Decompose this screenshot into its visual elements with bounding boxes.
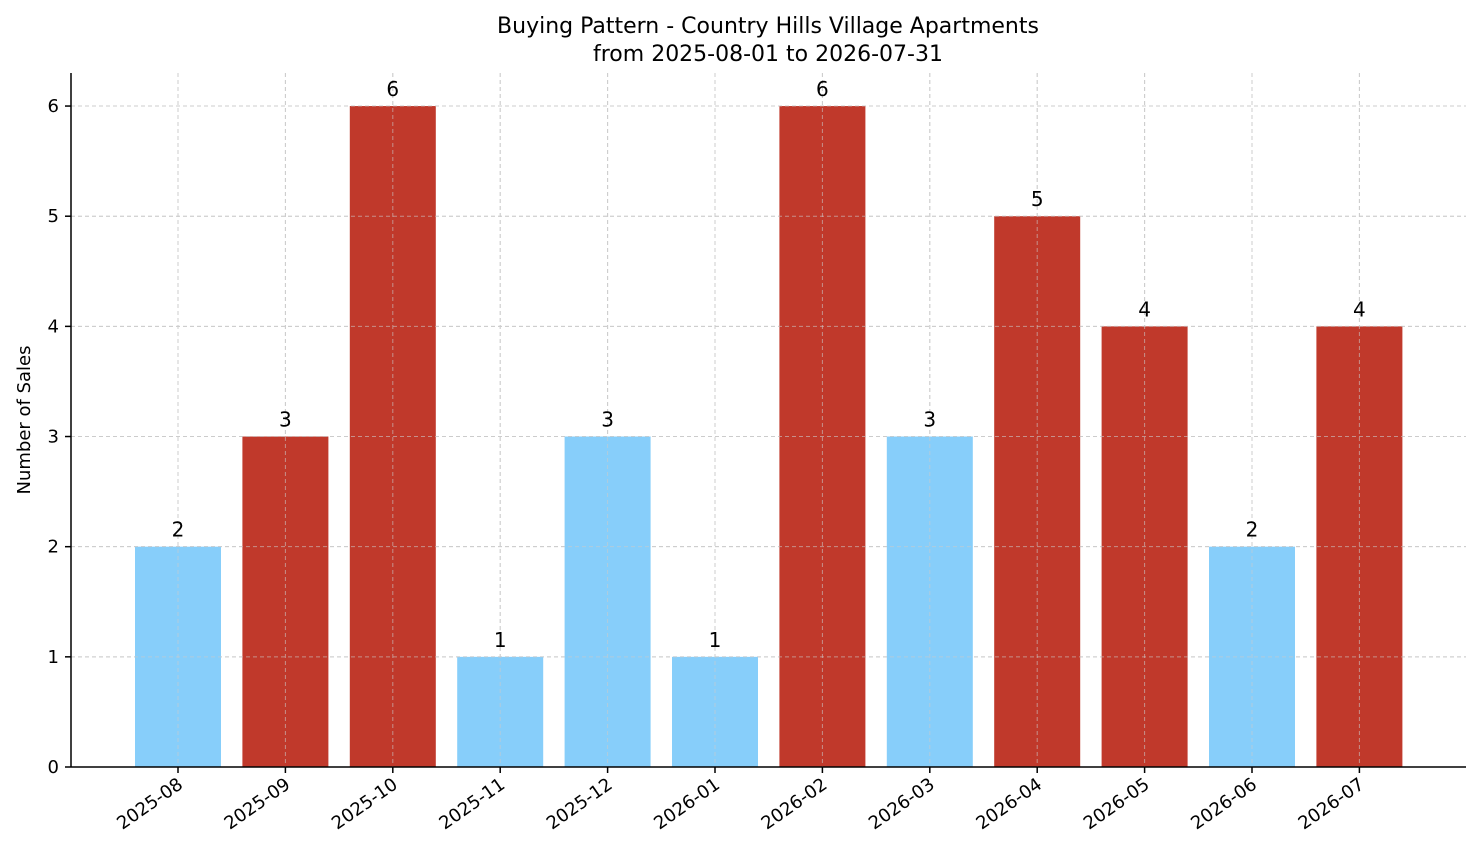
data-label-2026-05: 4 — [1138, 297, 1151, 321]
y-tick-label: 6 — [48, 96, 59, 117]
y-tick-label: 1 — [48, 647, 59, 668]
x-tick-label: 2026-03 — [865, 774, 939, 834]
x-tick-label: 2026-04 — [972, 774, 1046, 834]
data-label-2026-01: 1 — [709, 628, 722, 652]
x-tick-label: 2025-11 — [435, 774, 509, 834]
x-tick-label: 2026-06 — [1187, 774, 1261, 834]
y-axis-label: Number of Sales — [14, 345, 35, 494]
y-tick-label: 3 — [48, 427, 59, 448]
x-tick-label: 2025-09 — [221, 774, 295, 834]
chart-title: Buying Pattern - Country Hills Village A… — [497, 14, 1039, 39]
data-label-2025-10: 6 — [386, 77, 399, 101]
y-tick-label: 2 — [48, 537, 59, 558]
x-tick-label: 2025-10 — [328, 774, 402, 834]
data-label-2025-12: 3 — [601, 408, 614, 432]
x-tick-label: 2025-12 — [543, 774, 617, 834]
label-layer: 2 3 6 1 3 1 6 3 5 4 2 4 — [172, 77, 1366, 652]
data-label-2026-02: 6 — [816, 77, 829, 101]
data-label-2026-03: 3 — [923, 408, 936, 432]
y-tick-label: 5 — [48, 206, 59, 227]
chart-subtitle: from 2025-08-01 to 2026-07-31 — [593, 42, 943, 67]
data-label-2026-07: 4 — [1353, 297, 1366, 321]
data-label-2025-08: 2 — [172, 518, 185, 542]
x-tick-label: 2025-08 — [113, 774, 187, 834]
data-label-2026-06: 2 — [1246, 518, 1259, 542]
data-label-2025-09: 3 — [279, 408, 292, 432]
x-tick-label: 2026-05 — [1080, 774, 1154, 834]
x-tick-label: 2026-07 — [1295, 774, 1369, 834]
y-tick-label: 0 — [48, 757, 59, 778]
data-label-2025-11: 1 — [494, 628, 507, 652]
y-tick-label: 4 — [48, 316, 59, 337]
x-tick-label: 2026-01 — [650, 774, 724, 834]
bar-layer — [71, 73, 1466, 768]
data-label-2026-04: 5 — [1031, 187, 1044, 211]
x-tick-label: 2026-02 — [758, 774, 832, 834]
